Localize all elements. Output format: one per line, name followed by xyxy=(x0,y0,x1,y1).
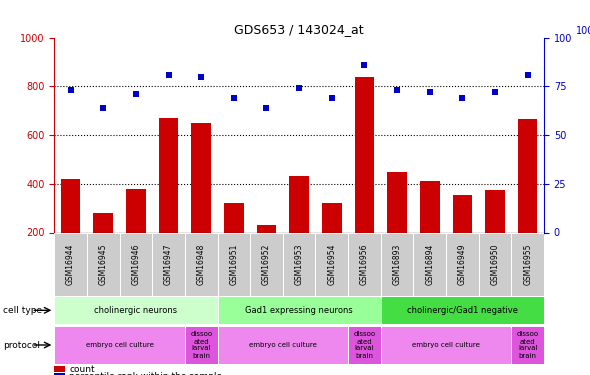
Bar xyxy=(387,172,407,232)
Text: embryo cell culture: embryo cell culture xyxy=(249,342,317,348)
Bar xyxy=(485,190,505,232)
Bar xyxy=(224,203,244,232)
Bar xyxy=(348,232,381,296)
Bar xyxy=(126,189,146,232)
Point xyxy=(229,95,238,101)
Bar xyxy=(478,232,512,296)
Text: GSM16946: GSM16946 xyxy=(132,244,140,285)
Bar xyxy=(218,296,381,324)
Bar xyxy=(159,118,178,232)
Bar xyxy=(316,232,348,296)
Bar xyxy=(453,195,472,232)
Bar xyxy=(87,232,120,296)
Bar xyxy=(61,179,80,232)
Point xyxy=(523,72,532,78)
Text: GSM16953: GSM16953 xyxy=(294,244,304,285)
Point xyxy=(131,91,140,97)
Text: GSM16894: GSM16894 xyxy=(425,244,434,285)
Text: GSM16949: GSM16949 xyxy=(458,244,467,285)
Point xyxy=(425,89,434,95)
Text: dissoo
ated
larval
brain: dissoo ated larval brain xyxy=(353,332,375,358)
Bar xyxy=(185,232,218,296)
Text: Gad1 expressing neurons: Gad1 expressing neurons xyxy=(245,306,353,315)
Point xyxy=(262,105,271,111)
Point xyxy=(327,95,336,101)
Text: GSM16956: GSM16956 xyxy=(360,244,369,285)
Bar xyxy=(152,232,185,296)
Text: GSM16948: GSM16948 xyxy=(196,244,206,285)
Point xyxy=(392,87,402,93)
Text: percentile rank within the sample: percentile rank within the sample xyxy=(69,372,222,375)
Bar xyxy=(54,232,87,296)
Text: GSM16944: GSM16944 xyxy=(66,244,75,285)
Text: GSM16893: GSM16893 xyxy=(392,244,402,285)
Text: dissoo
ated
larval
brain: dissoo ated larval brain xyxy=(190,332,212,358)
Bar xyxy=(518,119,537,232)
Point xyxy=(490,89,500,95)
Text: GSM16945: GSM16945 xyxy=(99,244,108,285)
Text: protocol: protocol xyxy=(3,340,40,350)
Bar xyxy=(257,225,276,232)
Text: cholinergic/Gad1 negative: cholinergic/Gad1 negative xyxy=(407,306,518,315)
Point xyxy=(196,74,206,80)
Bar xyxy=(512,326,544,364)
Bar xyxy=(381,326,512,364)
Bar xyxy=(512,232,544,296)
Bar xyxy=(289,177,309,232)
Bar xyxy=(250,232,283,296)
Text: GSM16951: GSM16951 xyxy=(230,244,238,285)
Point xyxy=(99,105,108,111)
Text: GSM16947: GSM16947 xyxy=(164,244,173,285)
Bar xyxy=(54,326,185,364)
Text: dissoo
ated
larval
brain: dissoo ated larval brain xyxy=(517,332,539,358)
Point xyxy=(66,87,76,93)
Bar xyxy=(381,232,414,296)
Title: GDS653 / 143024_at: GDS653 / 143024_at xyxy=(234,23,364,36)
Point xyxy=(164,72,173,78)
Point xyxy=(294,85,304,91)
Bar xyxy=(218,326,348,364)
Text: GSM16955: GSM16955 xyxy=(523,244,532,285)
Bar xyxy=(185,326,218,364)
Text: 100%: 100% xyxy=(576,26,590,36)
Bar xyxy=(120,232,152,296)
Text: GSM16954: GSM16954 xyxy=(327,244,336,285)
Text: count: count xyxy=(69,364,94,374)
Bar xyxy=(191,123,211,232)
Point xyxy=(360,62,369,68)
Text: GSM16950: GSM16950 xyxy=(490,244,500,285)
Bar xyxy=(54,296,218,324)
Text: GSM16952: GSM16952 xyxy=(262,244,271,285)
Bar xyxy=(283,232,316,296)
Bar xyxy=(348,326,381,364)
Text: cholinergic neurons: cholinergic neurons xyxy=(94,306,178,315)
Bar xyxy=(446,232,478,296)
Bar xyxy=(414,232,446,296)
Bar xyxy=(355,76,374,232)
Bar xyxy=(218,232,250,296)
Text: embryo cell culture: embryo cell culture xyxy=(86,342,153,348)
Bar xyxy=(381,296,544,324)
Bar xyxy=(420,182,440,232)
Bar xyxy=(322,203,342,232)
Text: cell type: cell type xyxy=(3,306,42,315)
Point xyxy=(458,95,467,101)
Text: embryo cell culture: embryo cell culture xyxy=(412,342,480,348)
Bar xyxy=(93,213,113,232)
